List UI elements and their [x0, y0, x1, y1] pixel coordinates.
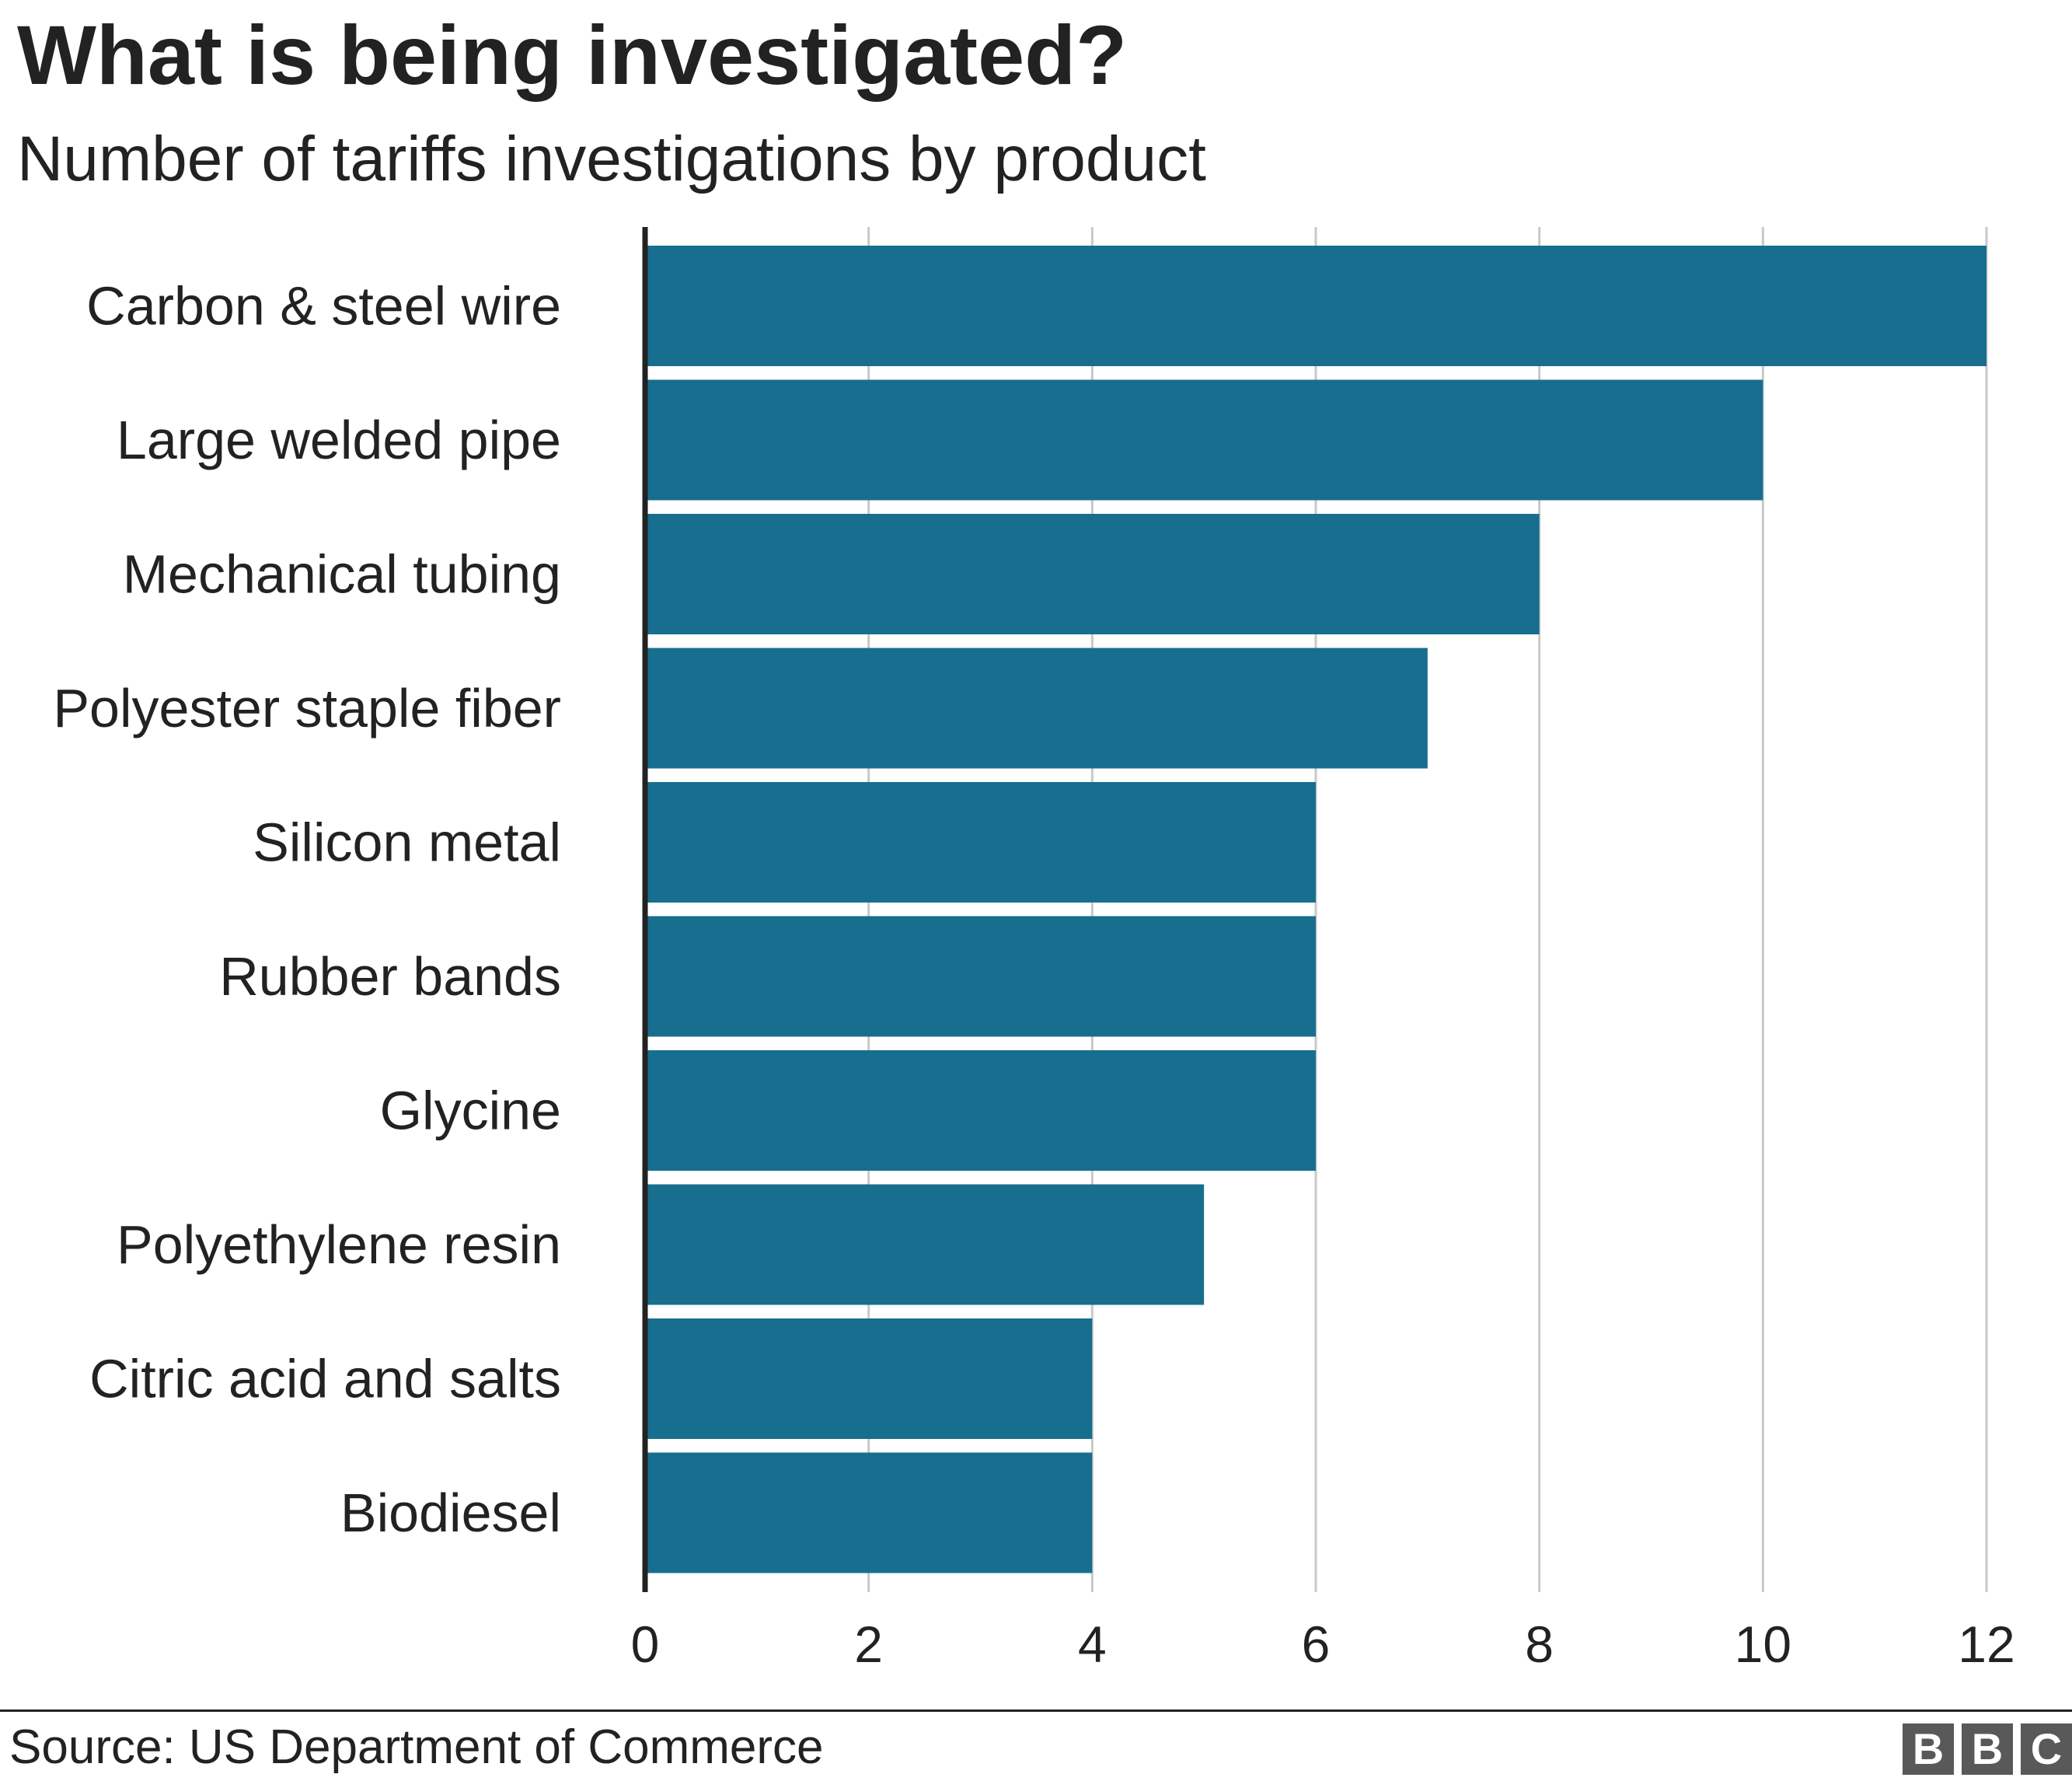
x-tick-label: 0	[631, 1615, 660, 1673]
category-label: Glycine	[380, 1081, 561, 1141]
bars	[645, 246, 1987, 1573]
bar	[645, 514, 1540, 634]
category-label: Citric acid and salts	[89, 1349, 561, 1409]
bar	[645, 1318, 1093, 1439]
x-tick-label: 6	[1302, 1615, 1331, 1673]
category-label: Silicon metal	[253, 812, 561, 873]
category-label: Polyester staple fiber	[53, 678, 561, 739]
logo-letter: C	[2021, 1723, 2072, 1775]
bar-chart: Carbon & steel wire Large welded pipe Mech…	[53, 227, 2015, 1673]
chart-title: What is being investigated?	[17, 8, 1128, 102]
x-tick-label: 12	[1958, 1615, 2014, 1673]
x-tick-label: 2	[854, 1615, 883, 1673]
category-label: Rubber bands	[219, 946, 561, 1007]
x-tick-label: 4	[1078, 1615, 1107, 1673]
chart-subtitle: Number of tariffs investigations by prod…	[17, 124, 1206, 194]
bar	[645, 1050, 1316, 1171]
category-label: Biodiesel	[340, 1482, 561, 1543]
logo-letter: B	[1962, 1723, 2013, 1775]
category-labels: Carbon & steel wire Large welded pipe Mech…	[53, 276, 561, 1544]
category-label: Carbon & steel wire	[86, 276, 561, 337]
bar	[645, 246, 1987, 366]
category-label: Large welded pipe	[117, 410, 561, 470]
footer-divider	[0, 1709, 2072, 1712]
bar	[645, 916, 1316, 1037]
x-tick-label: 8	[1525, 1615, 1554, 1673]
logo-letter: B	[1903, 1723, 1954, 1775]
bar	[645, 379, 1763, 501]
x-tick-label: 10	[1735, 1615, 1791, 1673]
x-axis-tick-labels: 0 2 4 6 8 10 12	[631, 1615, 2015, 1673]
bar	[645, 1184, 1205, 1305]
bbc-logo: B B C	[1903, 1723, 2072, 1775]
category-label: Polyethylene resin	[117, 1214, 561, 1275]
category-label: Mechanical tubing	[123, 544, 561, 605]
bar	[645, 1452, 1093, 1573]
bar	[645, 648, 1428, 769]
source-note: Source: US Department of Commerce	[9, 1720, 824, 1774]
bar	[645, 782, 1316, 903]
